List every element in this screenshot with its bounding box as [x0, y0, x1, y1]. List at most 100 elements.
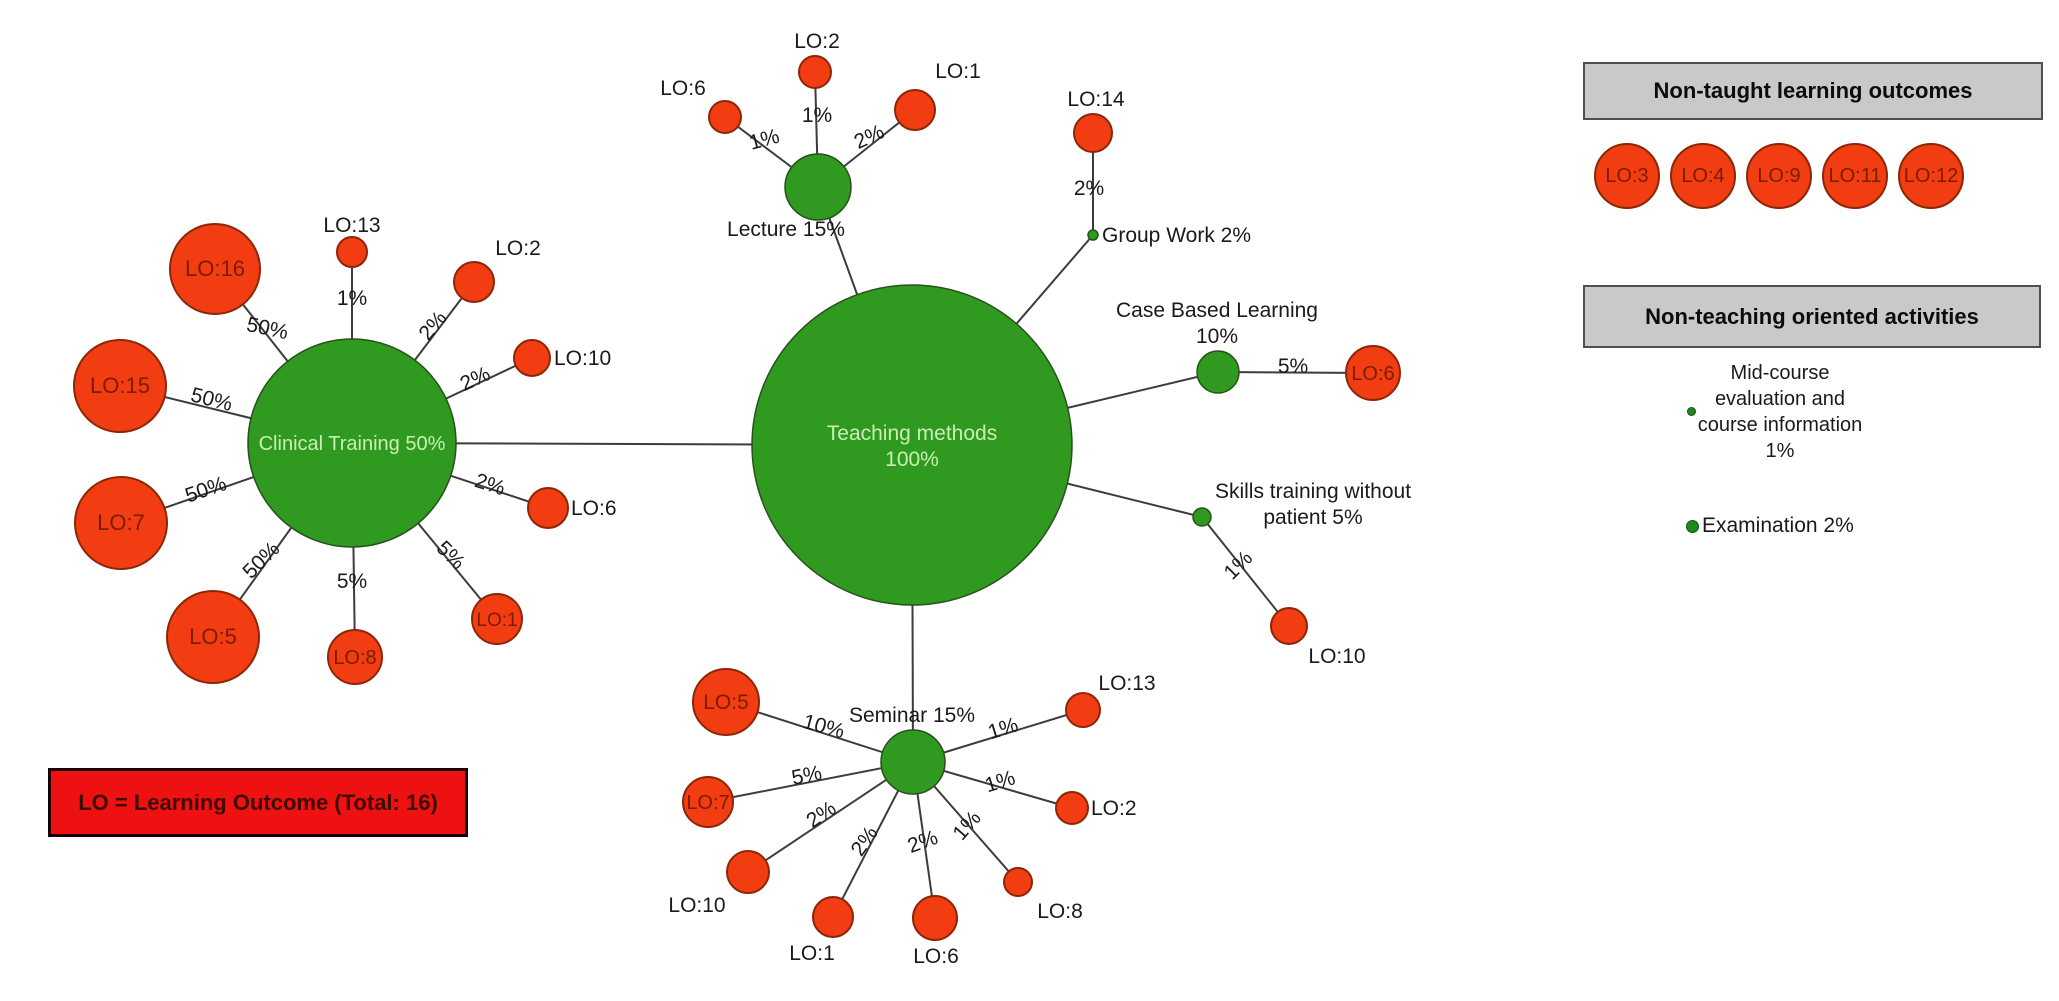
- node-gw: [1087, 229, 1099, 241]
- edge-label: 50%: [188, 383, 234, 415]
- label-lo14: LO:14: [1067, 88, 1125, 111]
- edge-label: 50%: [238, 537, 284, 583]
- label-sem_lo1: LO:1: [789, 942, 835, 965]
- edge-label: 2%: [851, 120, 888, 154]
- node-cl_lo10: [513, 339, 551, 377]
- midcourse-line: evaluation and: [1714, 388, 1846, 410]
- non-teaching-header: Non-teaching oriented activities: [1583, 285, 2041, 348]
- node-sem_lo13: [1065, 692, 1101, 728]
- examination-dot-icon: [1686, 519, 1699, 533]
- edge-seminar-sem_lo7: [707, 761, 914, 803]
- non-taught-lo-circle: LO:12: [1898, 143, 1964, 209]
- label-seminar: Seminar 15%: [849, 704, 975, 727]
- label-lec_lo2: LO:2: [794, 30, 840, 53]
- edge-label: 10%: [800, 710, 847, 743]
- edge-label: 50%: [244, 313, 290, 344]
- node-sem_lo8: [1003, 867, 1033, 897]
- node-seminar: [880, 729, 946, 795]
- node-lec_lo2: [798, 55, 832, 89]
- non-teaching-title: Non-teaching oriented activities: [1645, 303, 1979, 329]
- label-cl_lo5: LO:5: [189, 624, 237, 649]
- edge-label: 2%: [414, 307, 451, 345]
- node-sem_lo1: [812, 896, 854, 938]
- node-cbl: [1196, 350, 1240, 394]
- node-cl_lo1: [471, 593, 523, 645]
- node-cl_lo13: [336, 236, 368, 268]
- midcourse-line: Mid-course: [1730, 362, 1830, 384]
- label-cl_lo16: LO:16: [185, 256, 245, 281]
- examination-item: Examination 2%: [1686, 514, 1854, 538]
- node-cl_lo7: [74, 476, 168, 570]
- edge-label: 2%: [905, 826, 941, 858]
- node-lec_lo6: [708, 100, 742, 134]
- label-cl_lo6: LO:6: [571, 497, 617, 520]
- label-cl_lo2: LO:2: [495, 237, 541, 260]
- label-sem_lo8: LO:8: [1037, 900, 1083, 923]
- edge-label: 5%: [432, 537, 470, 575]
- label-sem_lo10: LO:10: [668, 894, 725, 917]
- node-sem_lo6: [912, 895, 958, 941]
- lo-label: LO:12: [1903, 164, 1959, 187]
- label-clinical: Clinical Training 50%: [259, 433, 446, 455]
- node-cl_lo5: [166, 590, 260, 684]
- label-sem_lo7: LO:7: [686, 792, 729, 814]
- non-taught-header: Non-taught learning outcomes: [1583, 62, 2043, 120]
- node-lo14: [1073, 113, 1113, 153]
- node-clinical: [247, 338, 457, 548]
- label-sem_lo5: LO:5: [703, 691, 749, 714]
- node-cl_lo8: [327, 629, 383, 685]
- edge-label: 1%: [982, 766, 1018, 797]
- node-sem_lo7: [682, 776, 734, 828]
- edge-skills-sk_lo10: [1201, 516, 1290, 627]
- label-gw: Group Work 2%: [1102, 224, 1251, 247]
- edge-label: 2%: [472, 469, 508, 500]
- node-lec_lo1: [894, 89, 936, 131]
- label-sem_lo2: LO:2: [1091, 797, 1137, 820]
- midcourse-line: course information: [1697, 414, 1863, 436]
- legend-text: LO = Learning Outcome (Total: 16): [78, 789, 438, 815]
- label-sem_lo13: LO:13: [1098, 672, 1155, 695]
- node-sem_lo5: [692, 668, 760, 736]
- node-cl_lo2: [453, 261, 495, 303]
- node-cbl_lo6: [1345, 345, 1401, 401]
- lo-label: LO:11: [1828, 164, 1882, 187]
- label-cl_lo7: LO:7: [97, 510, 145, 535]
- non-taught-lo-circle: LO:9: [1746, 143, 1812, 209]
- label-lec_lo6: LO:6: [660, 77, 706, 100]
- node-cl_lo6: [527, 487, 569, 529]
- edge-label: 2%: [847, 822, 883, 860]
- label-cl_lo15: LO:15: [90, 373, 150, 398]
- edge-label: 1%: [337, 287, 367, 310]
- label-cl_lo8: LO:8: [333, 647, 376, 669]
- edge-label: 1%: [747, 125, 782, 155]
- midcourse-evaluation-item: Mid-course evaluation and course informa…: [1655, 360, 1905, 464]
- edge-label: 50%: [182, 472, 229, 507]
- label-cl_lo10: LO:10: [554, 347, 611, 370]
- non-taught-lo-circle: LO:3: [1594, 143, 1660, 209]
- label-cbl_lo6: LO:6: [1351, 363, 1394, 385]
- node-teaching: [751, 284, 1073, 606]
- label-sem_lo6: LO:6: [913, 945, 959, 968]
- edge-seminar-sem_lo10: [747, 761, 914, 873]
- label-cl_lo13: LO:13: [323, 214, 380, 237]
- label-cl_lo1: LO:1: [476, 610, 517, 631]
- non-taught-title: Non-taught learning outcomes: [1653, 78, 1973, 103]
- node-cl_lo16: [169, 223, 261, 315]
- label-lec_lo1: LO:1: [935, 60, 981, 83]
- non-taught-lo-circle: LO:4: [1670, 143, 1736, 209]
- node-lecture: [784, 153, 852, 221]
- lo-label: LO:3: [1605, 164, 1649, 187]
- node-sem_lo2: [1055, 791, 1089, 825]
- edge-label: 5%: [790, 761, 824, 789]
- legend-box: LO = Learning Outcome (Total: 16): [48, 768, 468, 837]
- label-teaching: Teaching methods: [827, 422, 997, 445]
- label-cbl: 10%: [1196, 325, 1238, 348]
- edge-label: 5%: [1278, 355, 1308, 378]
- node-skills: [1192, 507, 1212, 527]
- label-lecture: Lecture 15%: [727, 218, 845, 241]
- lo-label: LO:9: [1757, 164, 1801, 187]
- edge-label: 5%: [337, 570, 367, 593]
- node-cl_lo15: [73, 339, 167, 433]
- node-sem_lo10: [726, 850, 770, 894]
